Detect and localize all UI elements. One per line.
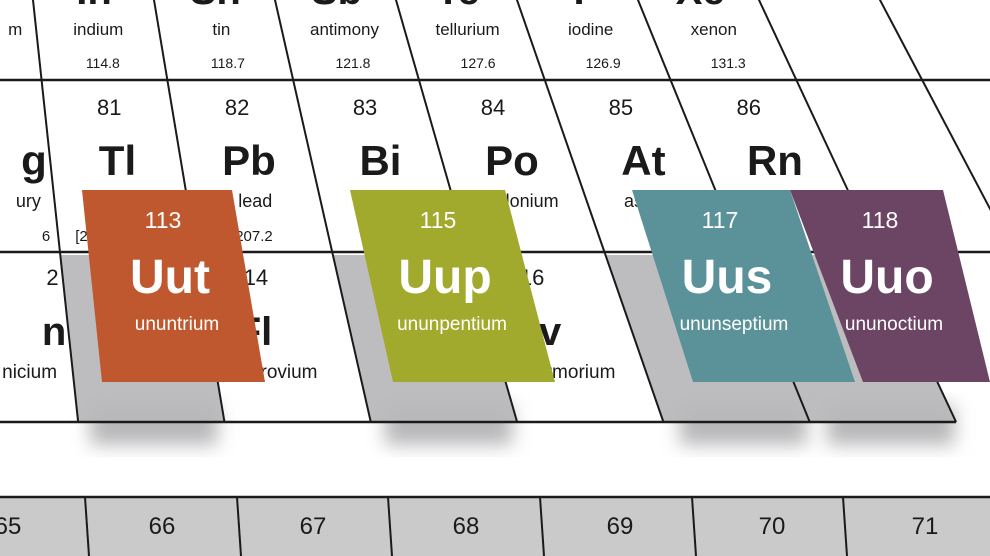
- atomic-mass: [2: [75, 228, 88, 245]
- grid-column-line: [603, 251, 665, 423]
- element-name: xenon: [691, 20, 737, 39]
- element-name: iodine: [568, 20, 613, 39]
- atomic-mass: 114.8: [86, 55, 120, 71]
- element-symbol: Sb: [311, 0, 362, 13]
- grid-column-line: [387, 496, 393, 556]
- element-symbol: Uuo: [840, 251, 933, 304]
- element-symbol: Uup: [398, 251, 491, 304]
- element-symbol: Bi: [359, 137, 401, 184]
- element-symbol: g: [21, 137, 47, 184]
- grid-column-line: [273, 0, 334, 253]
- new-element-tile-uus: 117 Uus ununseptium: [632, 190, 855, 382]
- element-symbol: Sn: [190, 0, 241, 13]
- element-name: ununpentium: [397, 314, 507, 335]
- tile-background: [632, 190, 855, 382]
- atomic-mass: 207.2: [235, 228, 273, 245]
- atomic-mass: 126.9: [586, 55, 621, 71]
- tile-shadow-blur: [827, 405, 955, 445]
- grid-column-line: [539, 496, 545, 556]
- grid-column-line: [842, 496, 848, 556]
- element-name: ury: [16, 191, 41, 211]
- atomic-number: 83: [353, 95, 377, 120]
- tile-background: [790, 190, 990, 382]
- grid-column-line: [58, 251, 80, 423]
- new-element-tile-uuo: 118 Uuo ununoctium: [790, 190, 990, 382]
- element-symbol: Te: [436, 0, 480, 13]
- element-name: ununtrium: [135, 314, 220, 335]
- element-symbol: At: [621, 137, 665, 184]
- grid-column-line: [331, 251, 372, 423]
- atomic-number: 82: [225, 95, 249, 120]
- tile-background: [350, 190, 555, 382]
- tile-shadow-blur: [384, 405, 513, 445]
- element-symbol: I: [573, 0, 584, 13]
- grid-column-line: [878, 0, 990, 211]
- atomic-number: 85: [609, 95, 633, 120]
- element-symbol: Rn: [747, 137, 803, 184]
- element-name: tin: [212, 20, 230, 39]
- new-element-tile-uup: 115 Uup ununpentium: [350, 190, 555, 382]
- grid-column-line: [515, 0, 606, 253]
- atomic-number: 113: [145, 207, 182, 233]
- atomic-mass: 127.6: [461, 55, 496, 71]
- tile-shadow-blur: [679, 405, 808, 445]
- element-name: indium: [73, 20, 123, 39]
- atomic-number: 69: [607, 513, 634, 540]
- atomic-number: 2: [46, 265, 58, 290]
- new-element-tile-uut: 113 Uut ununtrium: [82, 190, 265, 382]
- atomic-mass: 118.7: [211, 55, 245, 71]
- grid-column-line: [691, 496, 697, 556]
- atomic-number: 118: [862, 207, 899, 233]
- element-name: nicium: [2, 362, 57, 383]
- element-symbol: n: [42, 310, 66, 354]
- element-name: m: [8, 20, 22, 39]
- atomic-number: 84: [481, 95, 505, 120]
- tile-background: [82, 190, 265, 382]
- atomic-number: 67: [300, 513, 327, 540]
- atomic-number: 115: [420, 207, 457, 233]
- element-symbol: Pb: [222, 137, 276, 184]
- atomic-mass: 6: [42, 228, 50, 245]
- element-symbol: Tl: [99, 137, 136, 184]
- grid-column-line: [31, 0, 61, 253]
- atomic-number: 70: [759, 513, 786, 540]
- lanthanide-row-background: [0, 497, 990, 556]
- element-symbol: In: [76, 0, 112, 13]
- grid-column-line: [236, 496, 242, 556]
- element-symbol: Uut: [130, 251, 210, 304]
- element-name: antimony: [310, 20, 379, 39]
- atomic-mass: 121.8: [335, 55, 370, 71]
- atomic-number: 66: [149, 513, 176, 540]
- element-name: lead: [238, 191, 272, 211]
- element-symbol: Uus: [682, 251, 773, 304]
- element-name: ununoctium: [845, 314, 943, 335]
- atomic-number: 81: [97, 95, 121, 120]
- atomic-mass: 131.3: [711, 55, 746, 71]
- atomic-number: 65: [0, 513, 21, 540]
- element-name: ununseptium: [680, 314, 789, 335]
- tile-shadow-blur: [90, 405, 218, 445]
- atomic-number: 68: [453, 513, 480, 540]
- atomic-number: 86: [737, 95, 761, 120]
- atomic-number: 71: [912, 513, 939, 540]
- element-name: tellurium: [435, 20, 499, 39]
- atomic-number: 117: [702, 207, 739, 233]
- grid-column-line: [84, 496, 90, 556]
- element-symbol: Xe: [676, 0, 725, 13]
- element-symbol: Po: [485, 137, 539, 184]
